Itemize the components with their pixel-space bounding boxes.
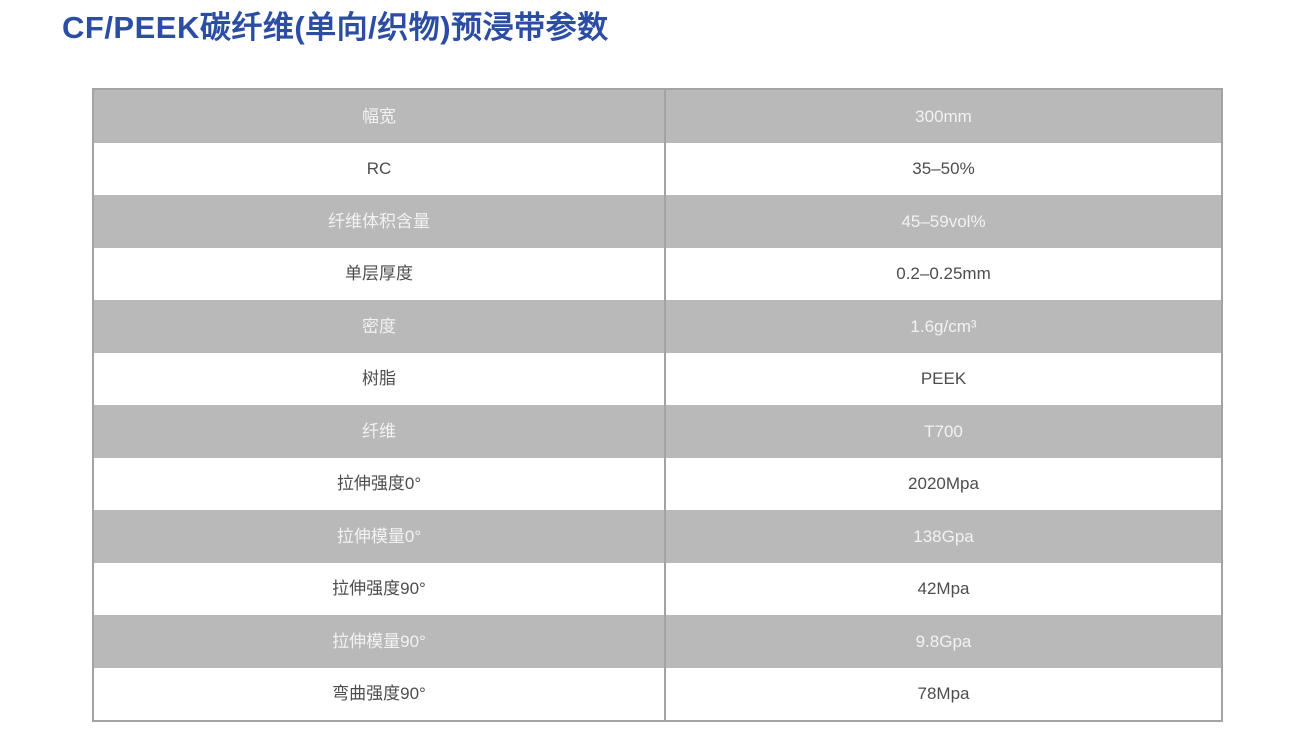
table-row: 幅宽 300mm	[94, 90, 1221, 143]
param-value: 35–50%	[912, 159, 975, 179]
table-row: 纤维 T700	[94, 405, 1221, 458]
param-value: 300mm	[915, 106, 972, 126]
spec-table: 幅宽 300mm RC 35–50% 纤维体积含量 45–59vol% 单层厚度 0.2–0.…	[92, 88, 1223, 722]
param-label: 拉伸模量90°	[94, 615, 666, 668]
param-value: 78Mpa	[917, 684, 970, 704]
table-row: RC 35–50%	[94, 142, 1221, 195]
param-label: RC	[94, 142, 666, 195]
param-label: 密度	[94, 300, 666, 353]
param-value: 1.6g/cm³	[910, 316, 977, 336]
param-label: 单层厚度	[94, 247, 666, 300]
table-row: 单层厚度 0.2–0.25mm	[94, 247, 1221, 300]
param-value: 138Gpa	[913, 526, 974, 546]
param-label: 纤维	[94, 405, 666, 458]
param-value: PEEK	[920, 369, 967, 389]
param-label: 拉伸强度90°	[94, 562, 666, 615]
table-row: 拉伸模量0° 138Gpa	[94, 510, 1221, 563]
param-label: 弯曲强度90°	[94, 667, 666, 720]
table-row: 拉伸模量90° 9.8Gpa	[94, 615, 1221, 668]
table-row: 密度 1.6g/cm³	[94, 300, 1221, 353]
param-label: 拉伸强度0°	[94, 457, 666, 510]
param-label: 幅宽	[94, 90, 666, 143]
param-value: 45–59vol%	[901, 211, 986, 231]
page-title: CF/PEEK碳纤维(单向/织物)预浸带参数	[62, 10, 609, 45]
param-label: 拉伸模量0°	[94, 510, 666, 563]
param-value: 9.8Gpa	[915, 631, 972, 651]
param-value: 42Mpa	[917, 579, 970, 599]
table-row: 弯曲强度90° 78Mpa	[94, 667, 1221, 720]
param-label: 树脂	[94, 352, 666, 405]
param-label: 纤维体积含量	[94, 195, 666, 248]
table-row: 拉伸强度0° 2020Mpa	[94, 457, 1221, 510]
param-value: 2020Mpa	[908, 474, 979, 494]
table-row: 拉伸强度90° 42Mpa	[94, 562, 1221, 615]
param-value: T700	[924, 421, 963, 441]
param-value: 0.2–0.25mm	[896, 264, 991, 284]
table-row: 纤维体积含量 45–59vol%	[94, 195, 1221, 248]
table-row: 树脂 PEEK	[94, 352, 1221, 405]
